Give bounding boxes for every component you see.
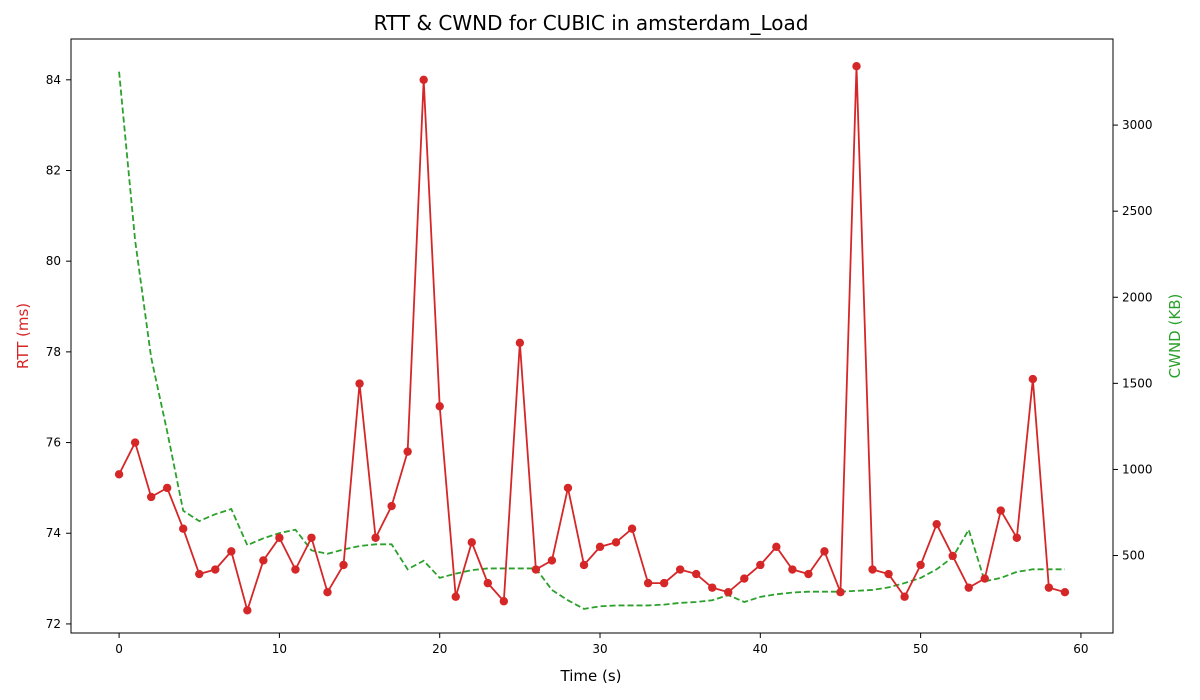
left-tick-label: 76	[46, 436, 61, 450]
left-tick-label: 78	[46, 345, 61, 359]
x-tick-label: 60	[1073, 642, 1088, 656]
rtt-point	[1012, 533, 1022, 542]
cwnd-line	[118, 71, 1065, 610]
rtt-point	[387, 501, 396, 511]
rtt-point	[179, 524, 188, 533]
rtt-point	[243, 606, 252, 615]
rtt-point	[980, 574, 989, 583]
left-tick-label: 80	[46, 254, 61, 268]
rtt-point	[836, 587, 845, 597]
rtt-point	[547, 556, 557, 565]
rtt-point	[130, 438, 140, 447]
x-axis-ticks: 0 10 20 30 40 50 60	[115, 633, 1089, 656]
rtt-point	[595, 542, 605, 552]
rtt-point	[659, 578, 669, 588]
rtt-point	[611, 538, 621, 547]
right-tick-label: 1500	[1122, 376, 1153, 390]
rtt-point	[724, 587, 733, 597]
rtt-point	[788, 565, 797, 574]
rtt-point	[259, 556, 268, 565]
x-axis-label: Time (s)	[560, 667, 622, 685]
right-axis-ticks: 500 1000 1500 2000 2500 3000	[1113, 118, 1153, 563]
chart-title: RTT & CWND for CUBIC in amsterdam_Load	[374, 11, 809, 35]
x-tick-label: 0	[115, 642, 123, 656]
rtt-point	[579, 560, 589, 570]
rtt-point	[964, 583, 973, 592]
rtt-point	[451, 592, 460, 601]
rtt-point	[1060, 587, 1070, 597]
rtt-point	[740, 574, 749, 583]
left-tick-label: 84	[46, 73, 61, 87]
rtt-point	[146, 492, 156, 502]
rtt-point	[483, 578, 492, 588]
rtt-point	[900, 592, 909, 601]
right-tick-label: 2500	[1122, 204, 1153, 218]
x-tick-label: 10	[272, 642, 287, 656]
left-axis-label: RTT (ms)	[14, 303, 32, 369]
rtt-point	[371, 533, 380, 542]
rtt-point	[307, 533, 316, 542]
rtt-point	[515, 338, 525, 348]
rtt-point	[563, 483, 573, 493]
right-tick-label: 3000	[1122, 118, 1153, 132]
left-tick-label: 82	[46, 163, 61, 177]
rtt-point	[756, 560, 765, 570]
rtt-series	[114, 62, 1070, 615]
rtt-point	[708, 583, 717, 592]
rtt-point	[355, 379, 364, 388]
rtt-point	[211, 565, 220, 574]
rtt-point	[820, 547, 829, 556]
rtt-point	[195, 569, 204, 579]
rtt-point	[1028, 374, 1038, 384]
rtt-point	[435, 402, 444, 411]
rtt-point	[403, 447, 412, 456]
rtt-point	[948, 551, 957, 561]
left-tick-label: 72	[46, 617, 61, 631]
rtt-point	[804, 569, 813, 579]
rtt-line	[118, 66, 1066, 614]
plot-area	[70, 38, 1114, 634]
right-axis-label: CWND (KB)	[1166, 294, 1184, 379]
rtt-point	[114, 470, 124, 479]
left-tick-label: 74	[46, 526, 61, 540]
rtt-point	[916, 560, 925, 570]
rtt-point	[275, 533, 284, 542]
rtt-point	[772, 542, 781, 552]
rtt-point	[227, 547, 236, 556]
rtt-point	[643, 578, 653, 588]
rtt-point	[852, 62, 861, 71]
rtt-point	[323, 587, 332, 597]
right-tick-label: 2000	[1122, 290, 1153, 304]
rtt-point	[419, 75, 428, 85]
rtt-point	[675, 565, 685, 574]
x-tick-label: 50	[913, 642, 928, 656]
rtt-point	[339, 560, 348, 570]
rtt-point	[162, 483, 172, 493]
right-tick-label: 500	[1122, 549, 1145, 563]
rtt-point	[996, 506, 1005, 515]
rtt-point	[884, 569, 893, 579]
left-axis-ticks: 72 74 76 78 80 82 84	[46, 73, 71, 631]
rtt-point	[531, 565, 541, 574]
rtt-point	[692, 569, 701, 579]
x-tick-label: 20	[432, 642, 447, 656]
x-tick-label: 40	[753, 642, 768, 656]
right-tick-label: 1000	[1122, 462, 1153, 476]
rtt-point	[868, 565, 877, 574]
x-tick-label: 30	[592, 642, 607, 656]
rtt-point	[499, 597, 509, 606]
rtt-point	[291, 565, 300, 574]
rtt-point	[1044, 583, 1054, 592]
rtt-point	[627, 524, 637, 533]
cwnd-series	[118, 71, 1065, 610]
rtt-point	[467, 538, 476, 547]
rtt-point	[932, 519, 941, 529]
